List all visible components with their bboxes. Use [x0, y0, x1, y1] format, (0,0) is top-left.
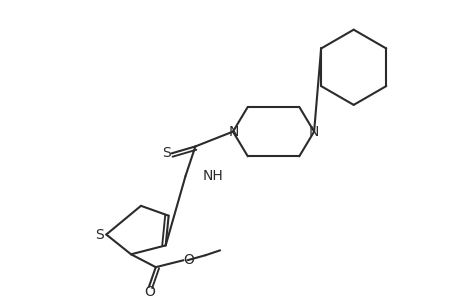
Text: O: O	[144, 285, 155, 299]
Text: S: S	[95, 227, 104, 242]
Text: N: N	[308, 124, 319, 139]
Text: N: N	[228, 124, 239, 139]
Text: S: S	[162, 146, 171, 161]
Text: O: O	[183, 253, 193, 267]
Text: NH: NH	[202, 169, 223, 183]
